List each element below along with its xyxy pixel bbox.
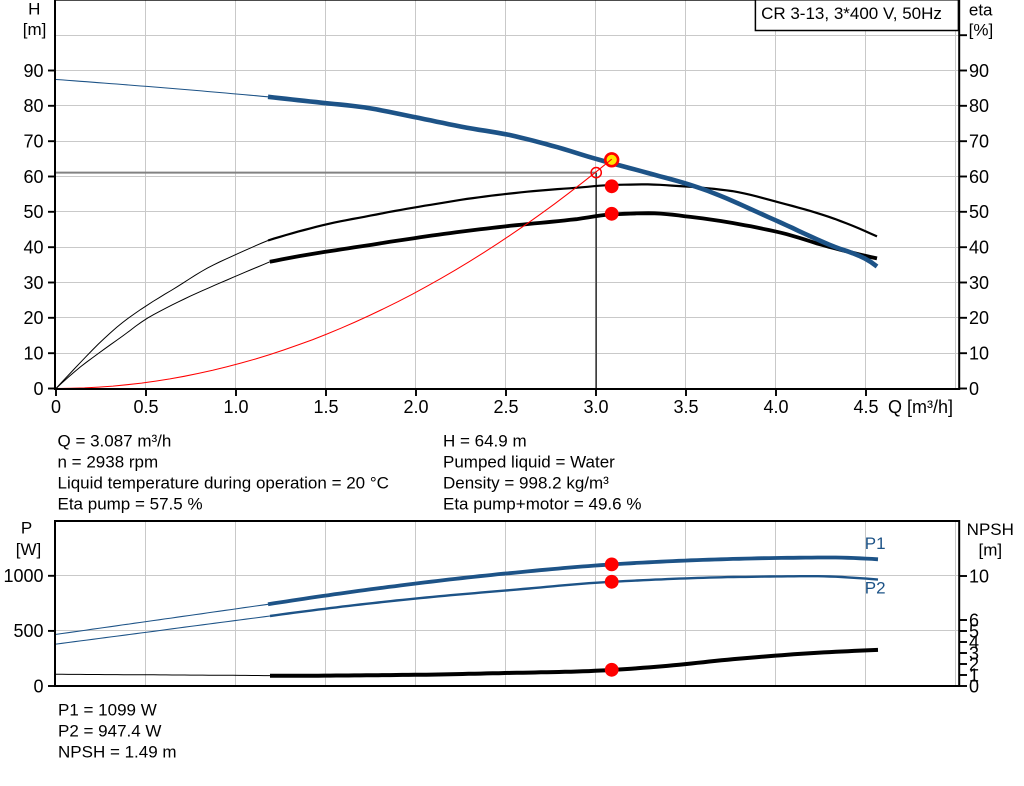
svg-text:2.0: 2.0 — [403, 397, 428, 417]
svg-text:10: 10 — [23, 344, 43, 364]
svg-text:2: 2 — [969, 654, 979, 674]
svg-text:2.5: 2.5 — [493, 397, 518, 417]
svg-text:4.0: 4.0 — [763, 397, 788, 417]
svg-text:4: 4 — [969, 632, 979, 652]
svg-text:NPSH: NPSH — [967, 520, 1014, 539]
svg-text:1000: 1000 — [3, 566, 43, 586]
svg-text:[m]: [m] — [978, 540, 1002, 559]
svg-text:20: 20 — [23, 308, 43, 328]
svg-text:3.5: 3.5 — [673, 397, 698, 417]
svg-text:4.5: 4.5 — [853, 397, 878, 417]
svg-text:Density = 998.2 kg/m³: Density = 998.2 kg/m³ — [443, 474, 609, 493]
svg-text:60: 60 — [23, 167, 43, 187]
svg-text:500: 500 — [13, 621, 43, 641]
svg-text:80: 80 — [23, 96, 43, 116]
svg-text:Pumped liquid = Water: Pumped liquid = Water — [443, 453, 615, 472]
svg-text:3.0: 3.0 — [583, 397, 608, 417]
svg-text:40: 40 — [969, 238, 989, 258]
svg-text:P: P — [21, 518, 32, 537]
svg-text:[W]: [W] — [16, 540, 42, 559]
svg-text:20: 20 — [969, 308, 989, 328]
svg-text:6: 6 — [969, 610, 979, 630]
svg-text:0.5: 0.5 — [133, 397, 158, 417]
svg-text:40: 40 — [23, 238, 43, 258]
svg-text:Eta pump = 57.5 %: Eta pump = 57.5 % — [58, 495, 203, 514]
svg-text:1.5: 1.5 — [313, 397, 338, 417]
svg-text:[%]: [%] — [969, 21, 994, 40]
svg-text:3: 3 — [969, 643, 979, 663]
svg-text:50: 50 — [969, 202, 989, 222]
svg-text:eta: eta — [969, 0, 993, 19]
svg-text:NPSH = 1.49 m: NPSH = 1.49 m — [58, 743, 177, 762]
svg-text:90: 90 — [23, 61, 43, 81]
svg-text:30: 30 — [23, 273, 43, 293]
svg-text:0: 0 — [33, 676, 43, 696]
svg-text:n = 2938 rpm: n = 2938 rpm — [58, 453, 159, 472]
svg-text:P1: P1 — [865, 534, 886, 553]
svg-text:10: 10 — [969, 344, 989, 364]
svg-text:Q [m³/h]: Q [m³/h] — [888, 397, 953, 417]
svg-text:0: 0 — [969, 676, 979, 696]
svg-text:[m]: [m] — [23, 20, 47, 39]
svg-text:10: 10 — [969, 566, 989, 586]
svg-text:0: 0 — [33, 379, 43, 399]
svg-text:90: 90 — [969, 61, 989, 81]
svg-text:5: 5 — [969, 621, 979, 641]
svg-text:P1 = 1099 W: P1 = 1099 W — [58, 701, 157, 720]
svg-text:70: 70 — [969, 132, 989, 152]
svg-text:30: 30 — [969, 273, 989, 293]
svg-text:70: 70 — [23, 132, 43, 152]
svg-text:1.0: 1.0 — [223, 397, 248, 417]
svg-text:1: 1 — [969, 665, 979, 685]
svg-text:Liquid temperature during oper: Liquid temperature during operation = 20… — [58, 474, 389, 493]
svg-text:Q = 3.087 m³/h: Q = 3.087 m³/h — [58, 432, 172, 451]
svg-text:0: 0 — [969, 379, 979, 399]
svg-text:0: 0 — [51, 397, 61, 417]
svg-text:CR 3-13, 3*400 V, 50Hz: CR 3-13, 3*400 V, 50Hz — [761, 4, 942, 23]
svg-text:60: 60 — [969, 167, 989, 187]
svg-text:Eta pump+motor = 49.6 %: Eta pump+motor = 49.6 % — [443, 495, 641, 514]
svg-text:80: 80 — [969, 96, 989, 116]
svg-text:50: 50 — [23, 202, 43, 222]
svg-text:H: H — [28, 0, 40, 19]
svg-text:P2 = 947.4 W: P2 = 947.4 W — [58, 722, 161, 741]
svg-text:P2: P2 — [865, 578, 886, 597]
svg-text:H = 64.9 m: H = 64.9 m — [443, 432, 527, 451]
